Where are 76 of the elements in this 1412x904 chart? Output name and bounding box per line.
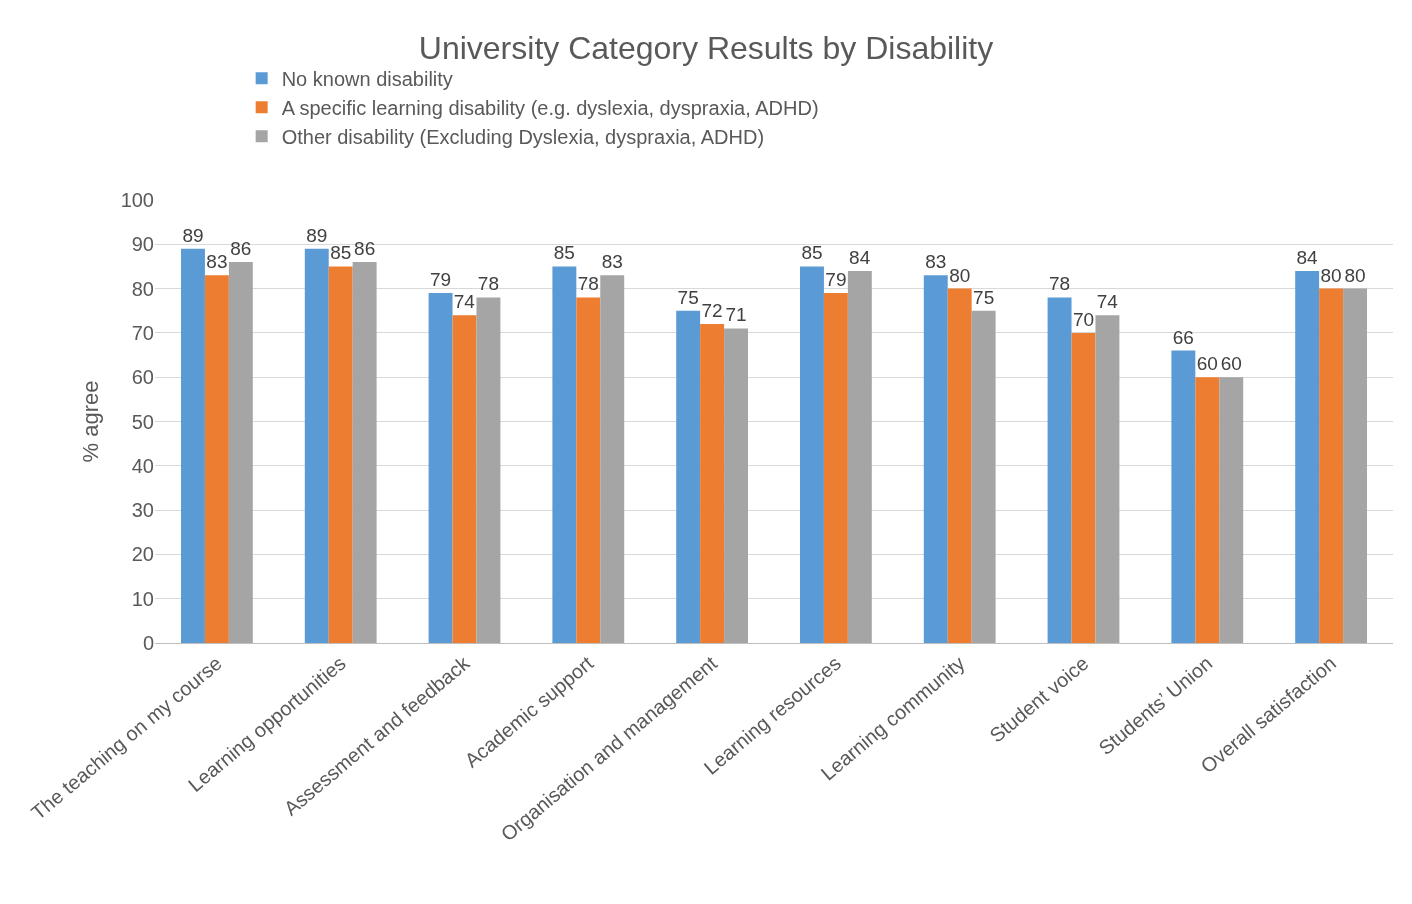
data-label: 85 — [553, 242, 575, 264]
y-tick-label: 70 — [131, 321, 154, 344]
data-label: 80 — [1344, 264, 1366, 286]
bar — [724, 328, 748, 643]
bar — [1295, 270, 1320, 643]
data-label: 85 — [330, 242, 352, 264]
data-label: 84 — [849, 246, 871, 268]
legend-label: A specific learning disability (e.g. dyslexia, dyspraxia, ADHD) — [281, 97, 819, 119]
chart-title: University Category Results by Disability — [418, 29, 994, 66]
bar — [923, 275, 948, 643]
bar — [552, 266, 577, 643]
bar — [1171, 350, 1196, 643]
bar — [304, 248, 329, 643]
data-label: 83 — [206, 251, 228, 273]
bar — [1219, 377, 1244, 643]
data-label: 74 — [1096, 291, 1119, 313]
bar — [228, 262, 253, 643]
bar — [1047, 297, 1072, 643]
data-label: 60 — [1220, 353, 1242, 375]
legend-label: No known disability — [281, 68, 453, 90]
data-label: 66 — [1172, 326, 1194, 348]
data-label: 72 — [701, 300, 723, 322]
data-label: 60 — [1196, 353, 1218, 375]
data-label: 80 — [1320, 264, 1342, 286]
bar — [328, 266, 353, 643]
bar — [700, 324, 725, 643]
data-label: 80 — [949, 264, 971, 286]
data-label: 85 — [801, 242, 823, 264]
data-label: 79 — [825, 269, 847, 291]
bar — [204, 275, 229, 643]
data-label: 86 — [230, 238, 252, 260]
data-label: 75 — [677, 286, 699, 308]
y-tick-label: 80 — [131, 277, 154, 300]
data-label: 78 — [1048, 273, 1071, 295]
bar — [823, 293, 848, 643]
bar — [1071, 332, 1096, 643]
bar — [600, 275, 625, 643]
bar — [676, 310, 701, 643]
bar — [576, 297, 601, 643]
bar — [947, 288, 972, 643]
data-label: 83 — [925, 251, 947, 273]
y-tick-label: 20 — [131, 543, 154, 566]
y-tick-label: 90 — [131, 233, 154, 256]
bar — [971, 310, 996, 643]
bar — [1195, 377, 1220, 643]
data-label: 84 — [1296, 246, 1318, 268]
data-label: 86 — [354, 238, 376, 260]
data-label: 74 — [453, 291, 476, 313]
data-label: 75 — [973, 286, 995, 308]
y-tick-label: 0 — [142, 632, 154, 654]
bar — [428, 293, 453, 643]
y-tick-label: 50 — [131, 410, 154, 433]
data-label: 70 — [1072, 308, 1095, 330]
data-label: 79 — [429, 269, 452, 291]
data-label: 89 — [306, 224, 328, 246]
bar — [1343, 288, 1367, 643]
data-label: 89 — [182, 224, 204, 246]
bar — [352, 262, 377, 643]
bar — [476, 297, 501, 643]
y-tick-label: 10 — [131, 587, 154, 610]
data-label: 83 — [601, 251, 623, 273]
bar — [847, 270, 872, 643]
data-label: 71 — [725, 304, 747, 326]
bar — [800, 266, 824, 643]
y-tick-label: 60 — [131, 366, 154, 389]
y-tick-label: 40 — [131, 454, 154, 477]
data-label: 78 — [577, 273, 599, 295]
bar — [1095, 315, 1120, 643]
bar — [1319, 288, 1344, 643]
y-axis-title: % agree — [78, 380, 104, 463]
legend-label: Other disability (Excluding Dyslexia, dyspraxia, ADHD) — [281, 126, 765, 148]
data-label: 78 — [477, 273, 500, 295]
bar — [181, 248, 205, 643]
y-tick-label: 100 — [120, 189, 154, 211]
y-tick-label: 30 — [131, 499, 154, 522]
bar — [452, 315, 477, 643]
